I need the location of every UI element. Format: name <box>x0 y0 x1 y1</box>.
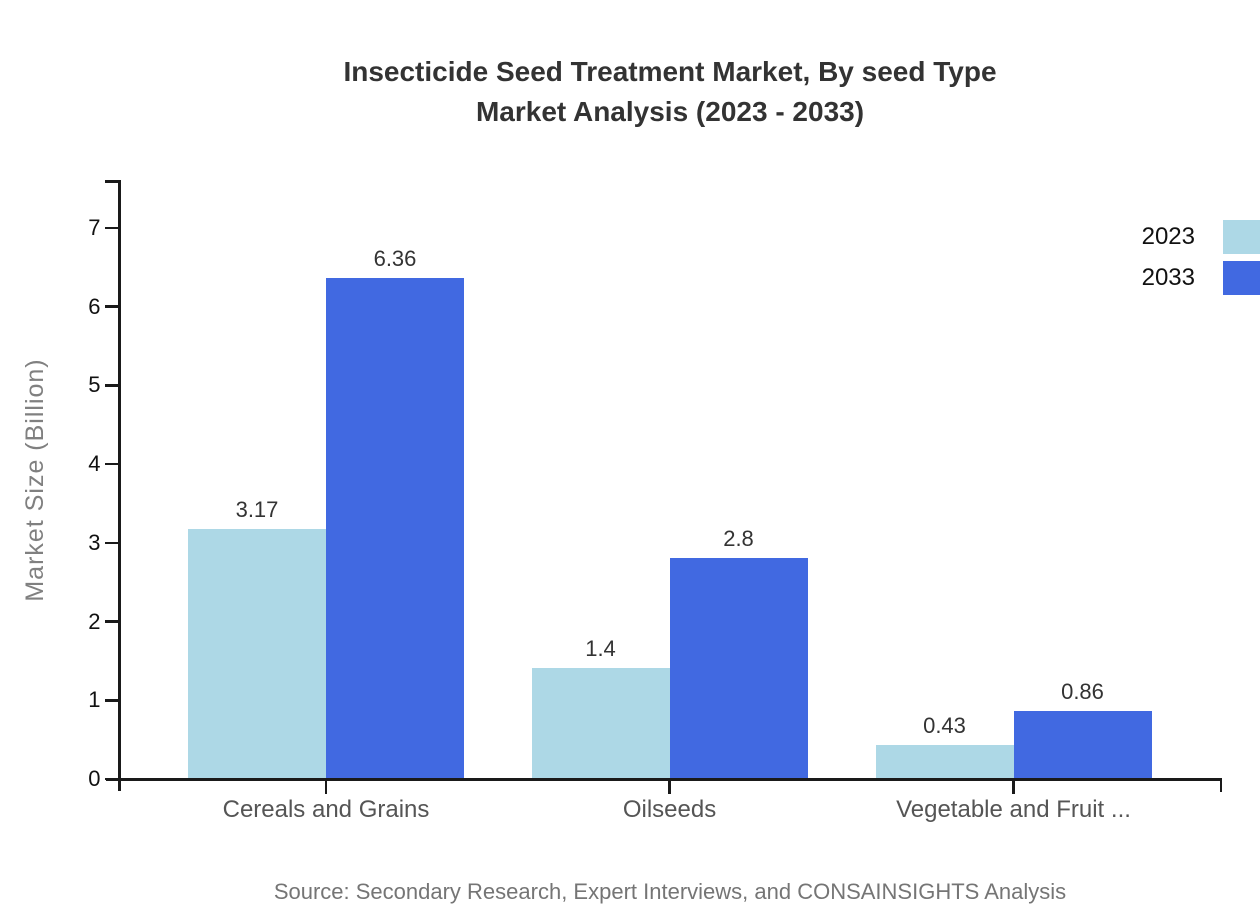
x-axis-end-tick <box>1219 780 1222 792</box>
legend-row-2023: 2023 <box>1142 220 1260 254</box>
bar-value-label: 3.17 <box>235 496 279 522</box>
y-axis-top-cap <box>104 180 118 183</box>
bar-value-label: 1.4 <box>585 636 616 662</box>
x-tick <box>668 780 671 794</box>
x-category-label: Vegetable and Fruit ... <box>896 796 1131 823</box>
chart-title-line-2: Market Analysis (2023 - 2033) <box>475 96 865 127</box>
bar-2033-vegetable-and-fruit <box>1013 710 1152 779</box>
bar-value-label: 2.8 <box>723 526 754 552</box>
source-note: Source: Secondary Research, Expert Inter… <box>273 879 1067 904</box>
y-tick-label: 2 <box>88 608 101 634</box>
legend-swatch <box>1223 261 1260 295</box>
y-tick <box>104 462 118 466</box>
y-tick-label: 6 <box>88 293 101 319</box>
legend-label: 2033 <box>1141 264 1195 291</box>
y-tick-label: 3 <box>88 529 101 555</box>
chart-title: Insecticide Seed Treatment Market, By se… <box>80 52 1260 132</box>
x-tick <box>1012 780 1015 794</box>
y-axis-line <box>117 180 121 791</box>
y-tick-label: 4 <box>88 451 101 477</box>
y-tick <box>104 384 118 387</box>
y-tick-label: 7 <box>88 215 101 241</box>
bar-2023-cereals-and-grains <box>188 528 326 779</box>
chart-title-line-1: Insecticide Seed Treatment Market, By se… <box>343 56 997 87</box>
legend: 2023 2033 <box>1142 220 1260 302</box>
bar-2033-oilseeds <box>669 558 808 779</box>
y-tick-label: 0 <box>88 766 101 791</box>
bar-value-label: 0.86 <box>1061 678 1104 704</box>
y-tick <box>104 777 118 781</box>
y-tick <box>104 699 118 702</box>
legend-row-2033: 2033 <box>1142 261 1260 295</box>
y-tick <box>104 305 118 308</box>
x-tick <box>324 780 328 794</box>
y-tick-label: 1 <box>88 687 101 713</box>
x-axis-line <box>106 777 1222 781</box>
x-category-label: Cereals and Grains <box>222 796 430 823</box>
x-category-label: Oilseeds <box>622 796 717 823</box>
y-tick <box>104 541 118 545</box>
y-tick <box>104 226 118 230</box>
y-tick <box>104 620 118 623</box>
bar-2023-vegetable-and-fruit <box>875 744 1014 779</box>
bar-2023-oilseeds <box>531 668 670 779</box>
bar-value-label: 6.36 <box>373 245 417 271</box>
bar-2033-cereals-and-grains <box>326 277 464 779</box>
legend-swatch <box>1223 220 1260 254</box>
bar-value-label: 0.43 <box>923 712 966 738</box>
y-tick-label: 5 <box>88 372 101 398</box>
legend-label: 2023 <box>1141 223 1195 250</box>
